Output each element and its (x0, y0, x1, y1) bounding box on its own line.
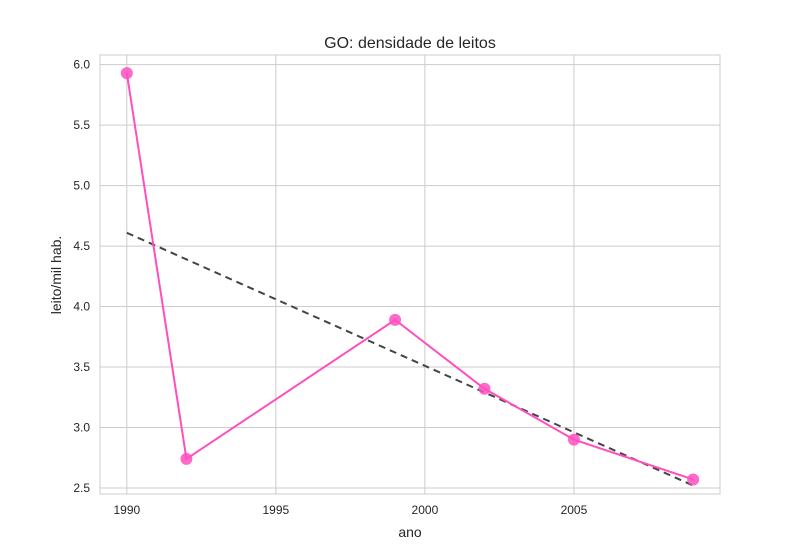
y-tick-label: 2.5 (73, 481, 90, 495)
x-tick-label: 2005 (561, 503, 588, 517)
series-layer (120, 67, 700, 487)
data-point (120, 67, 133, 80)
grid-layer (100, 55, 720, 494)
data-point (567, 433, 580, 446)
y-tick-label: 6.0 (73, 58, 90, 72)
x-tick-label: 1995 (263, 503, 290, 517)
y-tick-label: 3.5 (73, 360, 90, 374)
data-point (687, 473, 700, 486)
x-tick-label: 2000 (412, 503, 439, 517)
y-tick-label: 4.5 (73, 239, 90, 253)
y-tick-label: 5.5 (73, 118, 90, 132)
ticks-layer: 1990 1995 2000 2005 2.5 3.0 3.5 4.0 4.5 5.0 5.5 6.0 (73, 58, 587, 517)
x-tick-label: 1990 (113, 503, 140, 517)
y-tick-label: 3.0 (73, 420, 90, 434)
trend-line (126, 231, 694, 487)
y-tick-label: 4.0 (73, 300, 90, 314)
plot-frame (99, 54, 721, 495)
chart-title: GO: densidade de leitos (324, 35, 496, 52)
data-point (478, 382, 491, 395)
data-point (389, 313, 402, 326)
data-series-line (125, 72, 694, 481)
y-axis-label: leito/mil hab. (48, 236, 64, 315)
y-tick-label: 5.0 (73, 179, 90, 193)
data-point (180, 452, 193, 465)
x-axis-label: ano (398, 524, 422, 540)
